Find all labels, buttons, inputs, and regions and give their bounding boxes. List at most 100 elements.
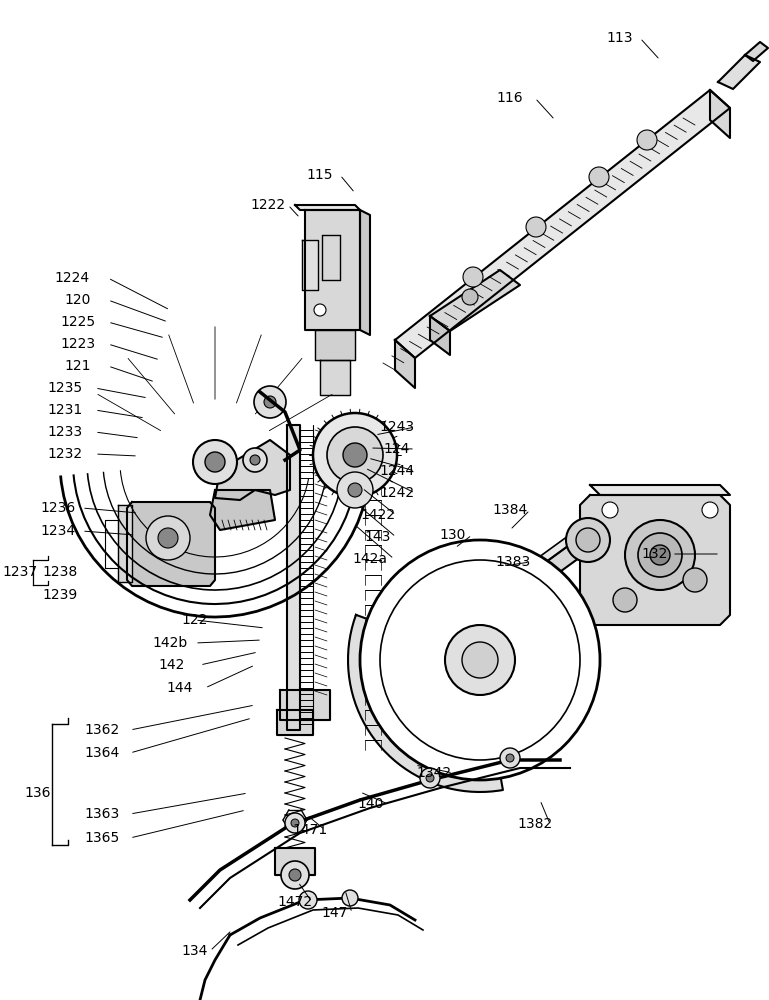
Circle shape: [602, 502, 618, 518]
Polygon shape: [295, 205, 360, 210]
Polygon shape: [118, 505, 132, 582]
Circle shape: [506, 754, 514, 762]
Polygon shape: [280, 690, 330, 720]
Circle shape: [254, 386, 286, 418]
Text: 1342: 1342: [417, 766, 451, 780]
Text: 124: 124: [384, 442, 410, 456]
Text: 1231: 1231: [48, 403, 82, 417]
Circle shape: [343, 443, 367, 467]
Circle shape: [625, 520, 695, 590]
Polygon shape: [215, 440, 290, 500]
Text: 140: 140: [358, 797, 384, 811]
Circle shape: [313, 413, 397, 497]
Polygon shape: [287, 425, 300, 730]
Polygon shape: [590, 485, 730, 495]
Text: 1239: 1239: [42, 588, 78, 602]
Circle shape: [420, 768, 440, 788]
Text: 144: 144: [167, 681, 193, 695]
Circle shape: [702, 502, 718, 518]
Polygon shape: [302, 240, 318, 290]
Circle shape: [281, 861, 309, 889]
Text: 1236: 1236: [41, 501, 75, 515]
Text: 1235: 1235: [48, 381, 82, 395]
Text: 113: 113: [607, 31, 633, 45]
Text: 1233: 1233: [48, 425, 82, 439]
Text: 130: 130: [440, 528, 466, 542]
Text: 1383: 1383: [495, 555, 531, 569]
Circle shape: [650, 545, 670, 565]
Circle shape: [426, 774, 434, 782]
Text: 1382: 1382: [518, 817, 553, 831]
Text: 121: 121: [65, 359, 92, 373]
Text: 1242: 1242: [379, 486, 414, 500]
Circle shape: [193, 440, 237, 484]
Circle shape: [289, 869, 301, 881]
Circle shape: [342, 890, 358, 906]
Circle shape: [500, 748, 520, 768]
Text: 1422: 1422: [361, 508, 395, 522]
Text: 1362: 1362: [85, 723, 120, 737]
Polygon shape: [395, 90, 730, 358]
Polygon shape: [210, 490, 275, 530]
Polygon shape: [480, 530, 590, 630]
Polygon shape: [430, 270, 520, 331]
Polygon shape: [480, 520, 590, 610]
Text: 134: 134: [181, 944, 208, 958]
Text: 1225: 1225: [61, 315, 95, 329]
Circle shape: [243, 448, 267, 472]
Text: 147: 147: [321, 906, 348, 920]
Text: 1243: 1243: [379, 420, 414, 434]
Text: 1363: 1363: [85, 807, 120, 821]
Polygon shape: [305, 210, 360, 330]
Circle shape: [337, 472, 373, 508]
Text: 1238: 1238: [42, 565, 78, 579]
Text: 142a: 142a: [352, 552, 388, 566]
Circle shape: [285, 813, 305, 833]
Polygon shape: [127, 502, 215, 586]
Polygon shape: [360, 210, 370, 335]
Text: 1232: 1232: [48, 447, 82, 461]
Circle shape: [380, 560, 580, 760]
Polygon shape: [275, 848, 315, 875]
Text: 1471: 1471: [292, 823, 328, 837]
Text: 1234: 1234: [41, 524, 75, 538]
Text: 1224: 1224: [55, 271, 89, 285]
Text: 1244: 1244: [379, 464, 414, 478]
Polygon shape: [745, 42, 768, 61]
Text: 1365: 1365: [85, 831, 120, 845]
Circle shape: [589, 167, 609, 187]
Text: 142b: 142b: [152, 636, 188, 650]
Polygon shape: [430, 316, 450, 355]
Text: 142: 142: [159, 658, 185, 672]
Circle shape: [291, 819, 299, 827]
Polygon shape: [718, 55, 760, 89]
Polygon shape: [395, 340, 415, 388]
Circle shape: [638, 533, 682, 577]
Circle shape: [360, 540, 600, 780]
Circle shape: [205, 452, 225, 472]
Text: 116: 116: [497, 91, 524, 105]
Text: 1222: 1222: [251, 198, 285, 212]
Polygon shape: [348, 615, 503, 792]
Text: 122: 122: [181, 613, 208, 627]
Text: 1364: 1364: [85, 746, 120, 760]
Polygon shape: [277, 710, 313, 735]
Circle shape: [462, 289, 478, 305]
Circle shape: [146, 516, 190, 560]
Circle shape: [637, 130, 657, 150]
Text: 132: 132: [642, 547, 668, 561]
Circle shape: [264, 396, 276, 408]
Text: 1237: 1237: [2, 565, 38, 579]
Circle shape: [445, 625, 515, 695]
Polygon shape: [320, 360, 350, 395]
Circle shape: [327, 427, 383, 483]
Text: 1472: 1472: [278, 895, 312, 909]
Circle shape: [576, 528, 600, 552]
Circle shape: [683, 568, 707, 592]
Text: 136: 136: [25, 786, 52, 800]
Circle shape: [613, 588, 637, 612]
Circle shape: [348, 483, 362, 497]
Polygon shape: [580, 495, 730, 625]
Text: 143: 143: [365, 530, 391, 544]
Text: 1223: 1223: [61, 337, 95, 351]
